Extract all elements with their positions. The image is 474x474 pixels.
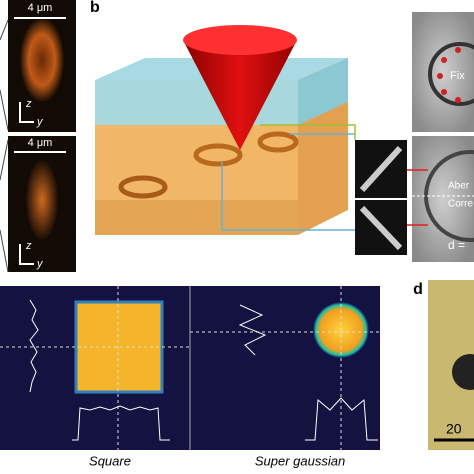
dot [441, 89, 447, 95]
connector [221, 133, 355, 231]
panel-a: 4 μm z y 4 μm z y [0, 0, 76, 273]
dot [441, 57, 447, 63]
profile [238, 304, 267, 356]
panel-label: d [413, 281, 423, 298]
ring [257, 131, 299, 153]
label: Corre [448, 199, 473, 210]
panel-d: d 20 [413, 280, 474, 450]
axes-icon [19, 102, 34, 123]
particle [452, 354, 474, 390]
dot [455, 47, 461, 53]
caption: Square [89, 453, 131, 468]
label: Fix [450, 70, 465, 82]
box-side-water [298, 58, 348, 125]
axes-icon [19, 244, 34, 265]
inset-pattern [359, 145, 403, 193]
caption: Super gaussian [255, 453, 345, 468]
axis-label: y [36, 258, 44, 270]
connector [260, 124, 356, 140]
inset-pattern [359, 205, 403, 251]
panel-c: Square Super gaussian [0, 286, 380, 468]
ring-image [424, 150, 474, 242]
cone-top [183, 25, 297, 55]
profile [72, 405, 170, 441]
ring [193, 143, 243, 167]
label: d = [448, 238, 465, 252]
axis-label: z [25, 240, 32, 252]
panel-b: b Fix Aber Corre d = [90, 0, 474, 262]
ring [118, 175, 168, 199]
image-blob [20, 18, 64, 102]
arrow [407, 169, 428, 226]
scale-label: 4 μm [28, 137, 53, 149]
axis-label: y [36, 116, 44, 128]
axis-label: z [25, 98, 32, 110]
scale-label: 4 μm [28, 2, 53, 14]
box-floor [95, 200, 298, 235]
square-beam [74, 300, 164, 394]
ring-image [428, 42, 474, 106]
connector [0, 19, 9, 273]
label: Aber [448, 181, 470, 192]
profile [29, 299, 39, 393]
dot [437, 73, 443, 79]
laser-cone [183, 40, 297, 150]
profile [305, 397, 378, 441]
panel-label: b [90, 0, 100, 16]
scale-label: 20 [446, 421, 462, 437]
image-blob [26, 160, 58, 240]
dot [455, 97, 461, 103]
micrograph [412, 12, 474, 132]
